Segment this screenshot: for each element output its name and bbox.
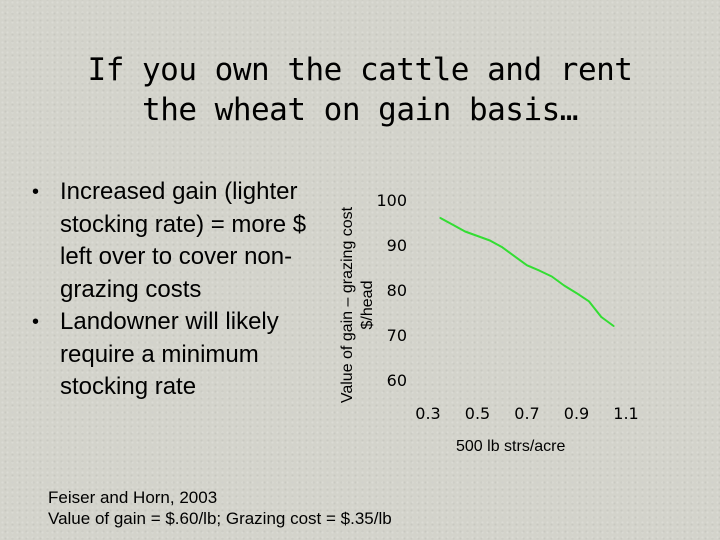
citation-line-1: Feiser and Horn, 2003 (48, 488, 218, 507)
series-line-0 (439, 217, 603, 318)
y-tick-label: 100 (376, 191, 407, 210)
bullet-list: • Increased gain (lighter stocking rate)… (30, 176, 320, 404)
y-tick-labels: 60 70 80 90 100 (376, 191, 407, 390)
bullet-item: • Landowner will likely require a minimu… (30, 306, 320, 404)
y-tick-label: 80 (387, 281, 407, 300)
bullet-text: Increased gain (lighter stocking rate) =… (60, 178, 307, 303)
y-tick-label: 70 (387, 326, 407, 345)
x-axis-label: 500 lb strs/acre (456, 438, 566, 455)
bullet-text: Landowner will likely require a minimum … (60, 308, 279, 400)
slide-title-line-1: If you own the cattle and rent (87, 52, 633, 88)
x-tick-label: 0.7 (514, 404, 539, 423)
slide-title: If you own the cattle and rent the wheat… (40, 50, 680, 130)
citation-line-2: Value of gain = $.60/lb; Grazing cost = … (48, 509, 392, 528)
x-tick-labels: 0.3 0.5 0.7 0.9 1.1 (415, 404, 638, 423)
slide-title-line-2: the wheat on gain basis… (142, 92, 578, 128)
y-tick-label: 60 (387, 371, 407, 390)
x-tick-label: 1.1 (613, 404, 638, 423)
bullet-dot-icon: • (32, 311, 40, 333)
x-tick-label: 0.5 (465, 404, 490, 423)
bullet-dot-icon: • (32, 181, 40, 203)
series-line-1 (600, 316, 615, 327)
series-lines (439, 217, 615, 327)
citation: Feiser and Horn, 2003 Value of gain = $.… (48, 487, 392, 529)
y-tick-label: 90 (387, 236, 407, 255)
x-tick-label: 0.9 (564, 404, 589, 423)
x-tick-label: 0.3 (415, 404, 440, 423)
bullet-item: • Increased gain (lighter stocking rate)… (30, 176, 320, 306)
